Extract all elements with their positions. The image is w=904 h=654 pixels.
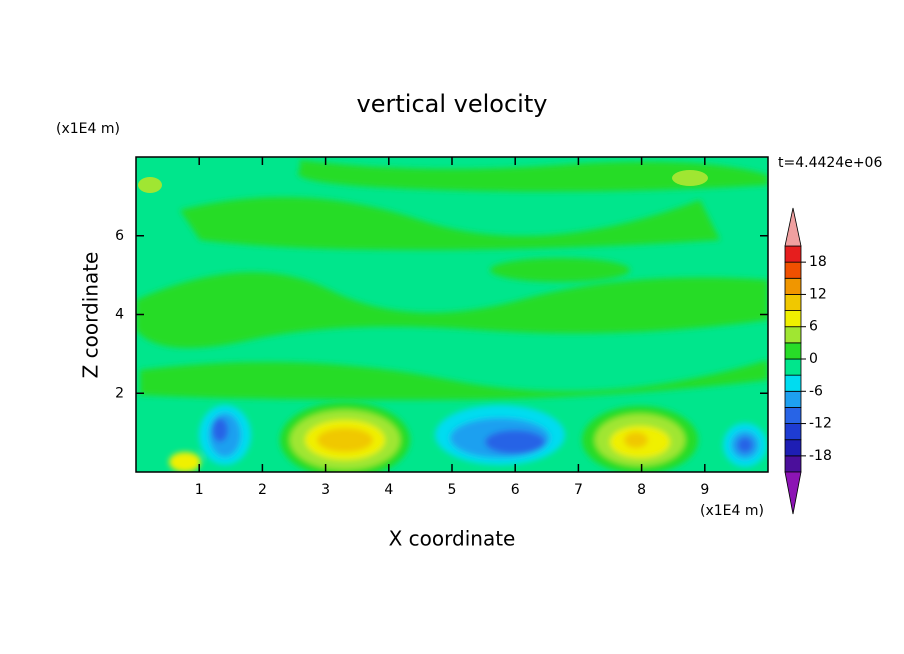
colorbar-cell [784, 358, 802, 376]
y-axis-label: Z coordinate [79, 252, 103, 379]
x-tick-label: 1 [195, 482, 204, 498]
colorbar-cell [784, 439, 802, 457]
y-tick-label: 4 [115, 307, 124, 323]
colorbar-cell [784, 294, 802, 311]
x-tick-label: 3 [321, 482, 330, 498]
contour-field [136, 157, 768, 472]
x-tick-label: 5 [448, 482, 457, 498]
colorbar-cell [784, 342, 802, 360]
chart-title: vertical velocity [357, 90, 548, 118]
colorbar-tick-label: -18 [809, 448, 832, 464]
x-tick-label: 6 [511, 482, 520, 498]
colorbar-tick-label: 18 [809, 254, 827, 270]
colorbar-cell [784, 407, 802, 424]
colorbar-cell [784, 326, 802, 344]
time-annotation: t=4.4424e+06 [778, 155, 882, 171]
colorbar-cell [784, 374, 802, 392]
y-unit: (x1E4 m) [56, 121, 120, 137]
colorbar-cell [784, 277, 802, 295]
x-axis-label: X coordinate [389, 527, 516, 551]
y-tick-label: 2 [115, 385, 124, 401]
colorbar-extend-low [784, 471, 802, 515]
colorbar-tick-label: 6 [809, 319, 818, 335]
colorbar-tick-label: 12 [809, 286, 827, 302]
x-tick-label: 7 [574, 482, 583, 498]
x-tick-label: 8 [637, 482, 646, 498]
x-tick-label: 2 [258, 482, 267, 498]
colorbar-cell [784, 423, 802, 441]
x-unit: (x1E4 m) [700, 503, 764, 519]
colorbar-cell [784, 310, 802, 328]
colorbar-cell [784, 455, 802, 473]
x-tick-label: 9 [700, 482, 709, 498]
colorbar-cell [784, 390, 802, 408]
y-tick-label: 6 [115, 228, 124, 244]
x-tick-label: 4 [384, 482, 393, 498]
colorbar-tick-label: 0 [809, 351, 818, 367]
colorbar-extend-high [784, 207, 802, 247]
colorbar-cell [784, 261, 802, 279]
colorbar-tick-label: -6 [809, 383, 823, 399]
colorbar-tick-label: -12 [809, 416, 832, 432]
colorbar-cell [784, 245, 802, 263]
